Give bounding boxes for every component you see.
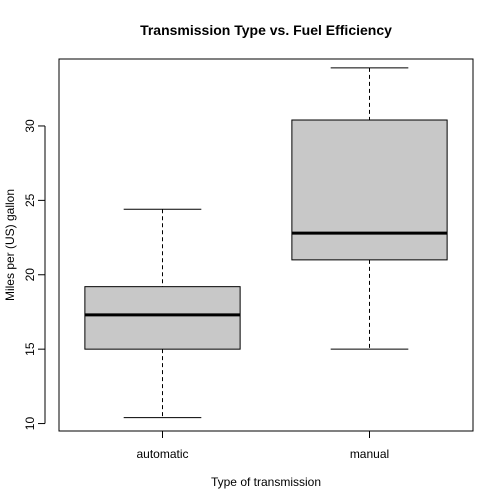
box-manual — [291, 67, 448, 350]
iqr-box — [84, 286, 241, 350]
x-axis-label: Type of transmission — [211, 475, 321, 489]
x-tick-label: manual — [350, 447, 389, 461]
chart-title: Transmission Type vs. Fuel Efficiency — [140, 22, 392, 38]
y-tick-label: 30 — [23, 119, 37, 133]
y-axis: 10 15 20 25 30 — [23, 119, 46, 431]
y-tick-label: 15 — [23, 342, 37, 356]
y-axis-label: Miles per (US) gallon — [3, 189, 17, 301]
iqr-box — [291, 119, 448, 261]
x-axis: automatic manual — [136, 430, 389, 461]
y-tick-label: 20 — [23, 268, 37, 282]
y-tick-label: 25 — [23, 193, 37, 207]
y-tick-label: 10 — [23, 417, 37, 431]
box-series — [84, 67, 448, 419]
box-automatic — [84, 208, 241, 419]
x-tick-label: automatic — [136, 447, 188, 461]
